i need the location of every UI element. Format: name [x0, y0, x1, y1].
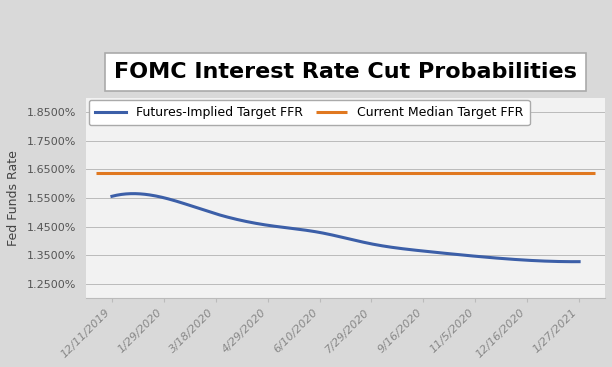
Futures-Implied Target FFR [110, 194, 117, 198]
Futures-Implied Target FFR [130, 192, 138, 196]
Futures-Implied Target FFR [396, 246, 403, 251]
Futures-Implied Target FFR [388, 245, 395, 250]
Futures-Implied Target FFR [504, 257, 511, 261]
Legend: Futures-Implied Target FFR, Current Median Target FFR: Futures-Implied Target FFR, Current Medi… [89, 100, 529, 126]
Line: Futures-Implied Target FFR: Futures-Implied Target FFR [112, 194, 579, 262]
Futures-Implied Target FFR [571, 259, 578, 264]
Futures-Implied Target FFR [533, 258, 540, 263]
Text: FOMC Interest Rate Cut Probabilities: FOMC Interest Rate Cut Probabilities [114, 62, 577, 81]
Futures-Implied Target FFR [386, 245, 394, 249]
Futures-Implied Target FFR [108, 194, 116, 199]
Y-axis label: Fed Funds Rate: Fed Funds Rate [7, 150, 20, 246]
Futures-Implied Target FFR [575, 259, 583, 264]
